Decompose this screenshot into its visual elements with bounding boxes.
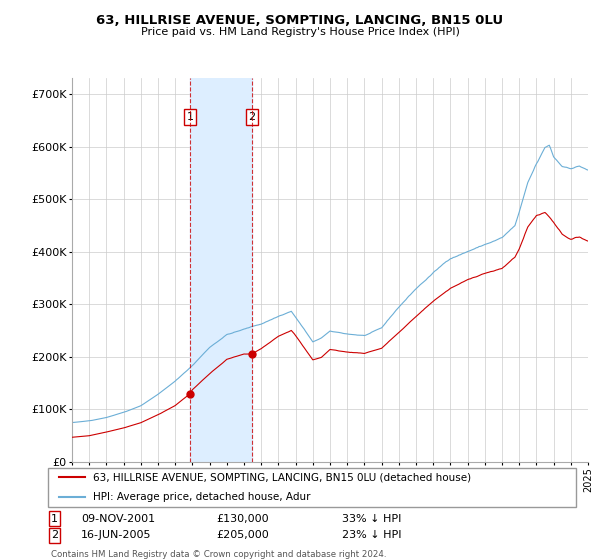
Text: 63, HILLRISE AVENUE, SOMPTING, LANCING, BN15 0LU: 63, HILLRISE AVENUE, SOMPTING, LANCING, …: [97, 14, 503, 27]
Text: 23% ↓ HPI: 23% ↓ HPI: [342, 530, 401, 540]
Text: 33% ↓ HPI: 33% ↓ HPI: [342, 514, 401, 524]
Text: 09-NOV-2001: 09-NOV-2001: [81, 514, 155, 524]
Text: 16-JUN-2005: 16-JUN-2005: [81, 530, 151, 540]
Text: 63, HILLRISE AVENUE, SOMPTING, LANCING, BN15 0LU (detached house): 63, HILLRISE AVENUE, SOMPTING, LANCING, …: [93, 473, 471, 482]
Text: £130,000: £130,000: [216, 514, 269, 524]
Text: 2: 2: [248, 112, 256, 122]
Text: Contains HM Land Registry data © Crown copyright and database right 2024.
This d: Contains HM Land Registry data © Crown c…: [51, 550, 386, 560]
Bar: [190, 78, 252, 462]
Text: Price paid vs. HM Land Registry's House Price Index (HPI): Price paid vs. HM Land Registry's House …: [140, 27, 460, 37]
Text: £205,000: £205,000: [216, 530, 269, 540]
Text: 1: 1: [51, 514, 58, 524]
Text: HPI: Average price, detached house, Adur: HPI: Average price, detached house, Adur: [93, 492, 310, 502]
Text: 2: 2: [51, 530, 58, 540]
Text: 1: 1: [187, 112, 193, 122]
